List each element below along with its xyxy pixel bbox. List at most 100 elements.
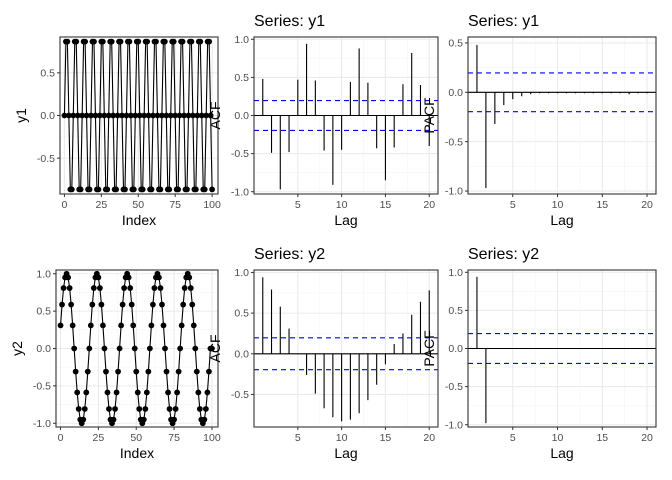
chart-pacf2-ytick-label: -0.5: [445, 381, 463, 393]
chart-ts1-point: [206, 38, 213, 45]
chart-ts1-xtick-label: 0: [62, 199, 68, 211]
chart-ts1-point: [181, 112, 187, 119]
chart-ts2-point: [101, 345, 108, 352]
chart-ts1-point: [179, 38, 186, 45]
chart-ts2-point: [81, 406, 88, 412]
chart-ts2-point: [178, 322, 185, 329]
chart-ts2-ytick-label: 0.0: [36, 343, 51, 355]
panel-pacf-y1: 5 10 15 20 -1.0 -0.5 0.0 0.5 Lag PACF Series: y1: [421, 13, 657, 228]
chart-ts2-ytick-label: -1.0: [33, 418, 51, 430]
chart-pacf1-ytick-label: 0.0: [448, 87, 463, 99]
chart-ts2-point: [115, 368, 121, 375]
chart-acf2-ytick-label: 1.0: [234, 267, 249, 279]
chart-pacf2-xtick-label: 5: [510, 432, 516, 444]
chart-ts2-point: [125, 274, 132, 281]
chart-ts2-point: [149, 301, 156, 308]
chart-ts2-ylabel: y2: [9, 341, 25, 356]
chart-acf1-xtick-label: 15: [380, 199, 392, 211]
chart-pacf2-title: Series: y2: [468, 246, 539, 263]
chart-ts1-point: [79, 112, 86, 119]
chart-ts1-point: [91, 38, 97, 45]
chart-ts1-point: [153, 38, 159, 45]
chart-pacf1-ytick-label: 0.5: [448, 38, 463, 50]
chart-ts2-xtick-label: 50: [130, 432, 142, 444]
chart-ts2-point: [187, 285, 194, 291]
chart-ts2-point: [72, 368, 79, 375]
chart-ts2-point: [118, 322, 125, 329]
chart-ts2-point: [112, 406, 118, 412]
chart-acf2-xtick-label: 10: [336, 432, 348, 444]
chart-ts2-point: [165, 389, 171, 396]
chart-ts2-point: [160, 322, 167, 329]
chart-ts2-point: [65, 274, 72, 281]
chart-ts2-point: [74, 389, 81, 396]
chart-ts2-point: [86, 345, 93, 352]
chart-ts2-point: [89, 301, 96, 308]
chart-ts2-point: [162, 345, 168, 352]
chart-ts2-point: [143, 389, 150, 396]
panel-acf-y2: 5 10 15 20 -0.5 0.0 0.5 1.0 Lag ACF Series: y2: [207, 246, 439, 461]
chart-ts1-point: [145, 112, 152, 119]
chart-ts1-point: [170, 38, 177, 45]
chart-ts2-point: [157, 285, 164, 291]
chart-pacf2-xtick-label: 20: [641, 432, 653, 444]
chart-ts1-xtick-label: 100: [203, 199, 221, 211]
chart-ts2-point: [113, 389, 120, 396]
chart-ts2-point: [193, 368, 200, 375]
chart-ts2-ytick-label: 0.5: [36, 306, 51, 318]
chart-ts1-point: [96, 112, 103, 119]
chart-ts1-point: [104, 186, 111, 193]
chart-ts2-point: [104, 389, 111, 396]
chart-pacf1-xtick-label: 10: [552, 199, 564, 211]
chart-acf1-xtick-label: 20: [423, 199, 435, 211]
chart-ts1-point: [70, 112, 77, 119]
chart-acf2-ytick-label: 0.0: [234, 348, 249, 360]
chart-acf1-ytick-label: -1.0: [231, 186, 249, 198]
chart-ts2-point: [119, 301, 126, 308]
chart-ts1-xlabel: Index: [122, 212, 156, 228]
chart-pacf1-xtick-label: 15: [596, 199, 608, 211]
chart-ts1-point: [189, 112, 196, 119]
chart-ts2-point: [100, 322, 106, 329]
chart-ts1-point: [105, 112, 112, 119]
chart-ts2-point: [131, 345, 138, 352]
chart-ts2-point: [142, 406, 149, 412]
chart-ts2-point: [166, 406, 173, 412]
chart-acf1-xlabel: Lag: [334, 212, 357, 228]
chart-acf1-ytick-label: -0.5: [231, 148, 249, 160]
chart-ts2-point: [71, 345, 78, 352]
chart-ts1-point: [167, 112, 174, 119]
chart-ts2-point: [75, 406, 82, 412]
chart-pacf2-xlabel: Lag: [550, 445, 573, 461]
chart-ts1-point: [122, 186, 128, 193]
chart-ts1-point: [194, 112, 201, 119]
chart-ts2-point: [98, 301, 105, 308]
chart-ts2-point: [87, 322, 94, 329]
chart-ts2-point: [209, 345, 215, 352]
chart-ts1-point: [126, 38, 133, 45]
chart-ts1-point: [150, 112, 156, 119]
chart-ts1-ytick-label: 0.0: [40, 110, 55, 122]
chart-ts1-point: [123, 112, 130, 119]
chart-ts2-point: [151, 285, 158, 291]
chart-acf2-ytick-label: 0.5: [234, 308, 249, 320]
chart-ts2-point: [106, 406, 112, 412]
chart-ts1-point: [64, 38, 71, 45]
chart-ts1-point: [185, 112, 192, 119]
chart-pacf2-xtick-label: 15: [596, 432, 608, 444]
chart-ts2-point: [59, 301, 65, 308]
chart-ts2-point: [201, 416, 208, 423]
chart-ts2-point: [181, 285, 188, 291]
chart-ts1-point: [175, 186, 182, 193]
chart-ts1-point: [139, 186, 146, 193]
chart-ts1-point: [101, 112, 108, 119]
chart-ts2-point: [80, 416, 87, 423]
chart-ts2-point: [103, 368, 109, 375]
chart-acf1-ylabel: ACF: [207, 102, 223, 130]
chart-ts2-point: [130, 322, 137, 329]
chart-ts1-point: [95, 186, 102, 193]
chart-ts2-point: [68, 301, 75, 308]
chart-ts2-point: [136, 406, 143, 412]
chart-ts2-point: [190, 322, 197, 329]
chart-ts1-xtick-label: 25: [96, 199, 108, 211]
